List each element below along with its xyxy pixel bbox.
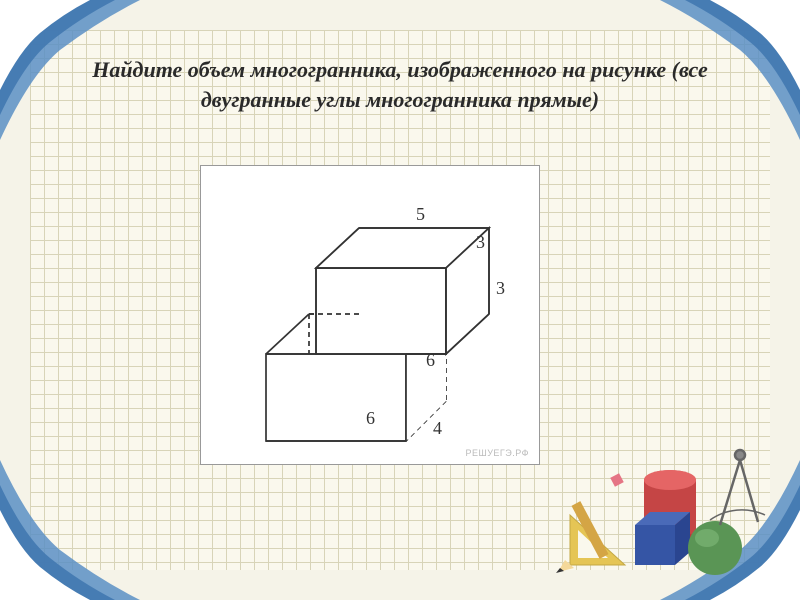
math-decorations <box>550 420 770 580</box>
label-top-height: 3 <box>496 278 505 298</box>
label-bottom-width: 6 <box>366 408 375 428</box>
label-bottom-height: 6 <box>426 350 435 370</box>
compass-icon <box>710 450 765 525</box>
cube-icon <box>635 512 690 565</box>
figure-watermark: РЕШУЕГЭ.РФ <box>465 448 529 458</box>
label-top-width: 5 <box>416 204 425 224</box>
sphere-icon <box>688 521 742 575</box>
problem-title: Найдите объем многогранника, изображенно… <box>60 55 740 114</box>
label-top-depth: 3 <box>476 232 485 252</box>
polyhedron-figure: 5 3 3 6 6 4 РЕШУЕГЭ.РФ <box>200 165 540 465</box>
polyhedron-svg: 5 3 3 6 6 4 <box>201 166 541 466</box>
label-bottom-depth: 4 <box>433 418 442 438</box>
